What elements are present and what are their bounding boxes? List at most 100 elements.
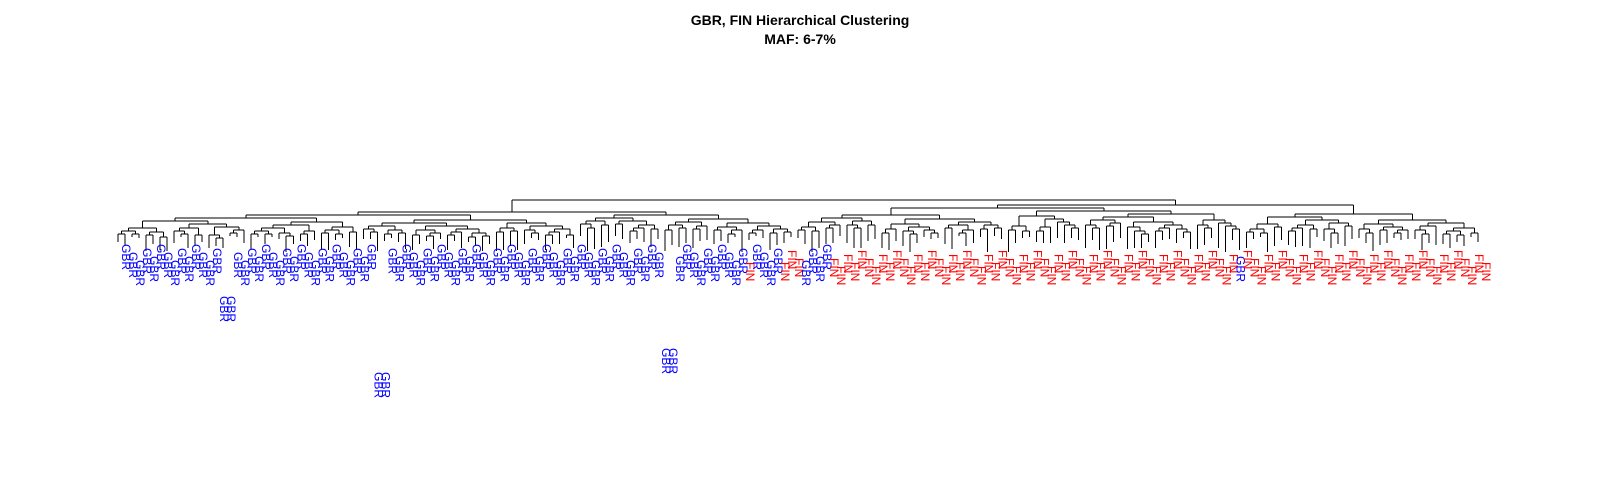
- leaf-label: FIN: [1171, 250, 1185, 269]
- leaf-label: GBR: [336, 252, 350, 278]
- leaf-label: GBR: [371, 372, 385, 398]
- leaf-label: GBR: [147, 256, 161, 282]
- leaf-label: GBR: [161, 252, 175, 278]
- leaf-label: FIN: [1311, 250, 1325, 269]
- leaf-label: FIN: [1409, 262, 1423, 281]
- leaf-label: FIN: [1192, 254, 1206, 273]
- leaf-label: GBR: [750, 244, 764, 270]
- leaf-label: FIN: [862, 258, 876, 277]
- leaf-label: FIN: [1199, 262, 1213, 281]
- leaf-label: GBR: [427, 256, 441, 282]
- leaf-label: FIN: [1213, 258, 1227, 277]
- leaf-label: FIN: [1353, 258, 1367, 277]
- leaf-label: GBR: [596, 248, 610, 274]
- leaf-label: FIN: [1220, 266, 1234, 285]
- leaf-label: FIN: [848, 262, 862, 281]
- leaf-label: GBR: [652, 252, 666, 278]
- leaf-label: GBR: [505, 244, 519, 270]
- leaf-label: GBR: [231, 252, 245, 278]
- leaf-label: GBR: [126, 252, 140, 278]
- leaf-label: FIN: [827, 258, 841, 277]
- leaf-label: GBR: [820, 244, 834, 270]
- leaf-label: FIN: [1157, 254, 1171, 273]
- leaf-label: FIN: [1100, 250, 1114, 269]
- leaf-label: FIN: [911, 254, 925, 273]
- chart-title: GBR, FIN Hierarchical Clustering: [691, 12, 910, 28]
- leaf-label: GBR: [350, 248, 364, 274]
- chart-subtitle: MAF: 6-7%: [764, 31, 836, 47]
- leaf-label: GBR: [491, 248, 505, 274]
- leaf-label: FIN: [995, 250, 1009, 269]
- leaf-label: GBR: [771, 248, 785, 274]
- leaf-label: FIN: [1318, 258, 1332, 277]
- leaf-label: GBR: [322, 256, 336, 282]
- leaf-label: FIN: [841, 254, 855, 273]
- leaf-label: FIN: [834, 266, 848, 285]
- leaf-label: GBR: [357, 256, 371, 282]
- leaf-label: GBR: [364, 244, 378, 270]
- leaf-label: FIN: [1164, 262, 1178, 281]
- leaf-label: FIN: [1283, 258, 1297, 277]
- leaf-label: GBR: [413, 260, 427, 286]
- leaf-label: FIN: [1241, 250, 1255, 269]
- leaf-label: GBR: [189, 244, 203, 270]
- leaf-label: FIN: [1135, 250, 1149, 269]
- leaf-label: GBR: [484, 260, 498, 286]
- leaf-label: GBR: [610, 244, 624, 270]
- leaf-label: GBR: [133, 260, 147, 286]
- leaf-label: FIN: [1037, 258, 1051, 277]
- leaf-label: GBR: [575, 244, 589, 270]
- leaf-label: GBR: [175, 248, 189, 274]
- leaf-label: GBR: [238, 260, 252, 286]
- leaf-label: FIN: [1023, 262, 1037, 281]
- leaf-label: FIN: [1128, 262, 1142, 281]
- leaf-label: FIN: [869, 266, 883, 285]
- leaf-label: FIN: [890, 250, 904, 269]
- leaf-label: FIN: [932, 258, 946, 277]
- leaf-label: FIN: [792, 258, 806, 277]
- leaf-label: FIN: [1079, 266, 1093, 285]
- leaf-label: FIN: [1304, 262, 1318, 281]
- leaf-label: FIN: [883, 262, 897, 281]
- leaf-label: GBR: [624, 260, 638, 286]
- leaf-label: FIN: [1009, 266, 1023, 285]
- leaf-label: FIN: [855, 250, 869, 269]
- leaf-label: GBR: [301, 252, 315, 278]
- leaf-label: GBR: [154, 244, 168, 270]
- leaf-label: FIN: [1058, 262, 1072, 281]
- leaf-label: GBR: [799, 260, 813, 286]
- leaf-label: FIN: [876, 254, 890, 273]
- leaf-label: FIN: [1458, 258, 1472, 277]
- leaf-label: GBR: [540, 244, 554, 270]
- leaf-label: GBR: [470, 244, 484, 270]
- leaf-label: FIN: [904, 266, 918, 285]
- leaf-label: FIN: [1402, 254, 1416, 273]
- leaf-label: GBR: [736, 248, 750, 274]
- dendrogram-branches: [117, 199, 1479, 252]
- leaf-label: FIN: [1395, 266, 1409, 285]
- leaf-label: FIN: [967, 258, 981, 277]
- leaf-label: FIN: [1374, 262, 1388, 281]
- leaf-label: FIN: [1416, 250, 1430, 269]
- leaf-label: FIN: [988, 262, 1002, 281]
- leaf-label: FIN: [1150, 266, 1164, 285]
- leaf-label: FIN: [743, 262, 757, 281]
- leaf-label: FIN: [1465, 266, 1479, 285]
- leaf-label: FIN: [1178, 258, 1192, 277]
- leaf-label: GBR: [477, 252, 491, 278]
- leaf-label: GBR: [294, 244, 308, 270]
- leaf-label: FIN: [1262, 254, 1276, 273]
- leaf-label: GBR: [406, 252, 420, 278]
- leaf-label: GBR: [813, 256, 827, 282]
- leaf-label: GBR: [378, 372, 392, 398]
- leaf-label: GBR: [708, 256, 722, 282]
- leaf-label: GBR: [687, 252, 701, 278]
- leaf-label: GBR: [526, 248, 540, 274]
- leaf-label: FIN: [1030, 250, 1044, 269]
- leaf-label: GBR: [119, 244, 133, 270]
- leaf-label: FIN: [974, 266, 988, 285]
- leaf-label: GBR: [343, 260, 357, 286]
- leaf-label: GBR: [757, 252, 771, 278]
- leaf-label: FIN: [1065, 250, 1079, 269]
- leaf-label: FIN: [1472, 254, 1486, 273]
